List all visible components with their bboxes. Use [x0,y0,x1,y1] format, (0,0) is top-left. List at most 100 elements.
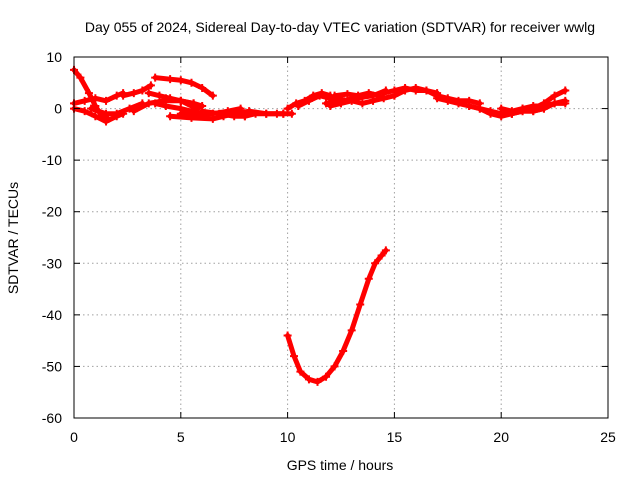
data-point [119,91,128,100]
data-point [315,91,324,100]
data-point [262,109,271,118]
data-point [401,86,410,95]
x-tick-label: 25 [600,429,616,445]
y-tick-label: -10 [42,152,62,168]
series-line [163,95,205,109]
series-layer [70,65,570,386]
data-point [146,81,155,90]
x-tick-label: 20 [493,429,509,445]
data-point [330,91,339,100]
data-point [102,109,111,118]
data-point [497,112,506,121]
data-point [91,94,100,103]
data-point [347,96,356,105]
x-tick-label: 15 [387,429,403,445]
data-point [497,104,506,113]
y-tick-label: -20 [42,204,62,220]
data-point [364,89,373,98]
data-point [112,109,121,118]
data-point [87,104,96,113]
x-tick-label: 0 [70,429,78,445]
data-point [330,362,339,371]
data-point [166,75,175,84]
data-point [377,251,386,260]
series-track-5 [119,81,155,100]
data-point [507,109,516,118]
series-track-14 [230,107,296,118]
data-point [176,76,185,85]
grid-layer [74,57,608,418]
data-point [166,112,175,121]
data-point [475,104,484,113]
data-point [198,107,207,116]
data-point [375,91,384,100]
data-point [354,91,363,100]
data-point [304,375,313,384]
data-point [539,99,548,108]
data-point [529,104,538,113]
data-point [371,259,380,268]
data-point [193,110,202,119]
data-point [287,109,296,118]
data-point [151,73,160,82]
data-point [422,86,431,95]
data-point [337,99,345,108]
data-point [433,94,442,103]
data-point [230,109,239,118]
data-point [343,90,352,99]
data-point [390,91,399,100]
data-point [304,96,313,105]
y-tick-label: -40 [42,307,62,323]
data-point [279,109,288,118]
data-point [326,101,335,110]
y-tick-label: 10 [46,49,62,65]
series-track-9 [151,73,217,100]
series-track-21 [390,83,442,100]
data-point [313,377,322,386]
series-line [530,88,568,112]
data-point [80,107,89,116]
series-track-3 [70,89,128,108]
series-line [120,82,154,99]
chart-title: Day 055 of 2024, Sidereal Day-to-day VTE… [85,19,595,35]
data-point [161,101,170,110]
data-point [294,101,303,110]
data-point [125,104,134,113]
series-line [285,247,389,385]
data-point [561,86,570,95]
data-point [198,83,207,92]
data-point [550,91,559,100]
data-point [465,101,474,110]
data-point [151,99,160,108]
tick-label-layer: 0 5 10 15 20 25 10 0 -10 -20 -30 -40 -50 -60 [42,49,616,445]
data-point [381,246,390,255]
data-point [283,331,292,340]
y-tick-label: 0 [54,101,62,117]
data-point [102,117,111,126]
data-point [486,109,495,118]
data-point [189,99,198,108]
series-track-10 [161,94,207,110]
data-point [339,346,348,355]
data-point [518,104,527,113]
data-point [208,91,217,100]
series-line [199,108,248,119]
data-point [80,96,89,105]
data-point [215,109,224,118]
data-point [102,96,111,105]
series-track-19 [330,89,384,100]
plot-frame [73,56,609,419]
data-point [76,73,85,82]
data-point [176,96,185,105]
data-point [369,96,378,105]
y-tick-label: -30 [42,255,62,271]
data-point [290,352,299,361]
data-point [561,99,570,108]
data-point [454,99,463,108]
data-point [144,89,153,98]
series-track-4 [87,99,147,118]
data-point [411,83,420,92]
data-point [161,94,170,103]
data-point [176,109,185,118]
